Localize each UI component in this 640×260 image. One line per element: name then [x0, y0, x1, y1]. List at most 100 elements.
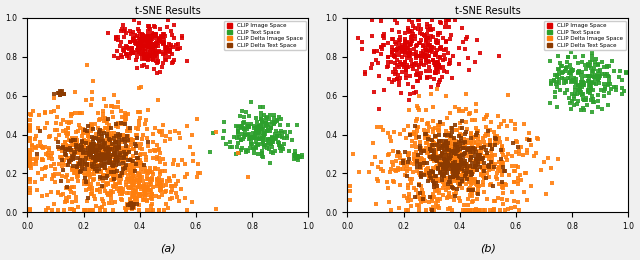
Point	[119, 137, 129, 141]
Point	[45, 110, 56, 114]
Point	[87, 97, 97, 101]
Point	[395, 167, 405, 171]
Point	[137, 35, 147, 39]
Point	[155, 160, 165, 164]
Point	[451, 191, 461, 195]
Point	[466, 146, 476, 150]
Point	[38, 158, 48, 162]
Point	[266, 142, 276, 146]
Point	[131, 57, 141, 62]
Point	[31, 159, 41, 163]
Point	[134, 21, 144, 25]
Point	[259, 132, 269, 136]
Point	[164, 49, 175, 53]
Point	[429, 155, 440, 160]
Point	[413, 72, 423, 76]
Point	[126, 186, 136, 191]
Point	[92, 143, 102, 147]
Point	[113, 100, 123, 105]
Point	[127, 147, 138, 151]
Point	[141, 158, 152, 162]
Point	[105, 159, 115, 163]
Point	[413, 106, 423, 110]
Point	[492, 137, 502, 141]
Point	[64, 159, 74, 163]
Point	[576, 83, 586, 87]
Point	[409, 62, 419, 66]
Point	[411, 119, 421, 123]
Point	[109, 131, 120, 135]
Point	[27, 148, 37, 152]
Point	[61, 147, 72, 151]
Point	[132, 27, 143, 31]
Point	[81, 129, 92, 133]
Point	[47, 208, 58, 212]
Point	[400, 49, 410, 53]
Point	[436, 45, 447, 49]
Point	[442, 196, 452, 200]
Point	[143, 140, 154, 144]
Point	[117, 171, 127, 176]
Point	[445, 155, 456, 159]
Point	[145, 57, 155, 62]
Point	[424, 154, 434, 158]
Point	[416, 71, 426, 75]
Point	[61, 131, 71, 135]
Point	[462, 175, 472, 179]
Point	[131, 42, 141, 46]
Point	[106, 104, 116, 108]
Point	[420, 172, 431, 176]
Point	[130, 33, 140, 37]
Point	[128, 154, 138, 158]
Point	[151, 41, 161, 46]
Point	[132, 192, 142, 196]
Point	[594, 76, 604, 80]
Point	[71, 168, 81, 172]
Point	[121, 208, 131, 212]
Point	[83, 124, 93, 128]
Point	[557, 75, 567, 80]
Point	[585, 91, 595, 95]
Point	[617, 92, 627, 96]
Point	[422, 22, 432, 26]
Point	[473, 143, 483, 147]
Point	[468, 146, 479, 150]
Point	[433, 31, 444, 35]
Point	[271, 118, 282, 122]
Point	[467, 167, 477, 171]
Point	[73, 161, 83, 165]
Point	[81, 152, 91, 157]
Point	[236, 138, 246, 142]
Point	[69, 208, 79, 212]
Point	[484, 168, 494, 173]
Point	[60, 92, 70, 96]
Point	[455, 153, 465, 158]
Point	[449, 169, 459, 173]
Point	[435, 145, 445, 149]
Point	[452, 174, 462, 178]
Point	[143, 33, 153, 37]
Point	[264, 139, 275, 144]
Point	[465, 148, 475, 152]
Point	[253, 124, 263, 128]
Point	[99, 112, 109, 116]
Point	[140, 190, 150, 194]
Point	[164, 55, 174, 59]
Point	[595, 74, 605, 78]
Point	[292, 156, 303, 160]
Point	[419, 63, 429, 67]
Point	[460, 142, 470, 146]
Point	[141, 174, 152, 178]
Point	[401, 65, 411, 69]
Point	[120, 52, 131, 56]
Point	[433, 199, 443, 203]
Point	[25, 191, 35, 195]
Point	[412, 54, 422, 58]
Point	[444, 131, 454, 135]
Point	[266, 126, 276, 130]
Point	[621, 71, 631, 75]
Point	[99, 143, 109, 147]
Point	[77, 167, 87, 171]
Point	[272, 134, 282, 138]
Point	[435, 78, 445, 82]
